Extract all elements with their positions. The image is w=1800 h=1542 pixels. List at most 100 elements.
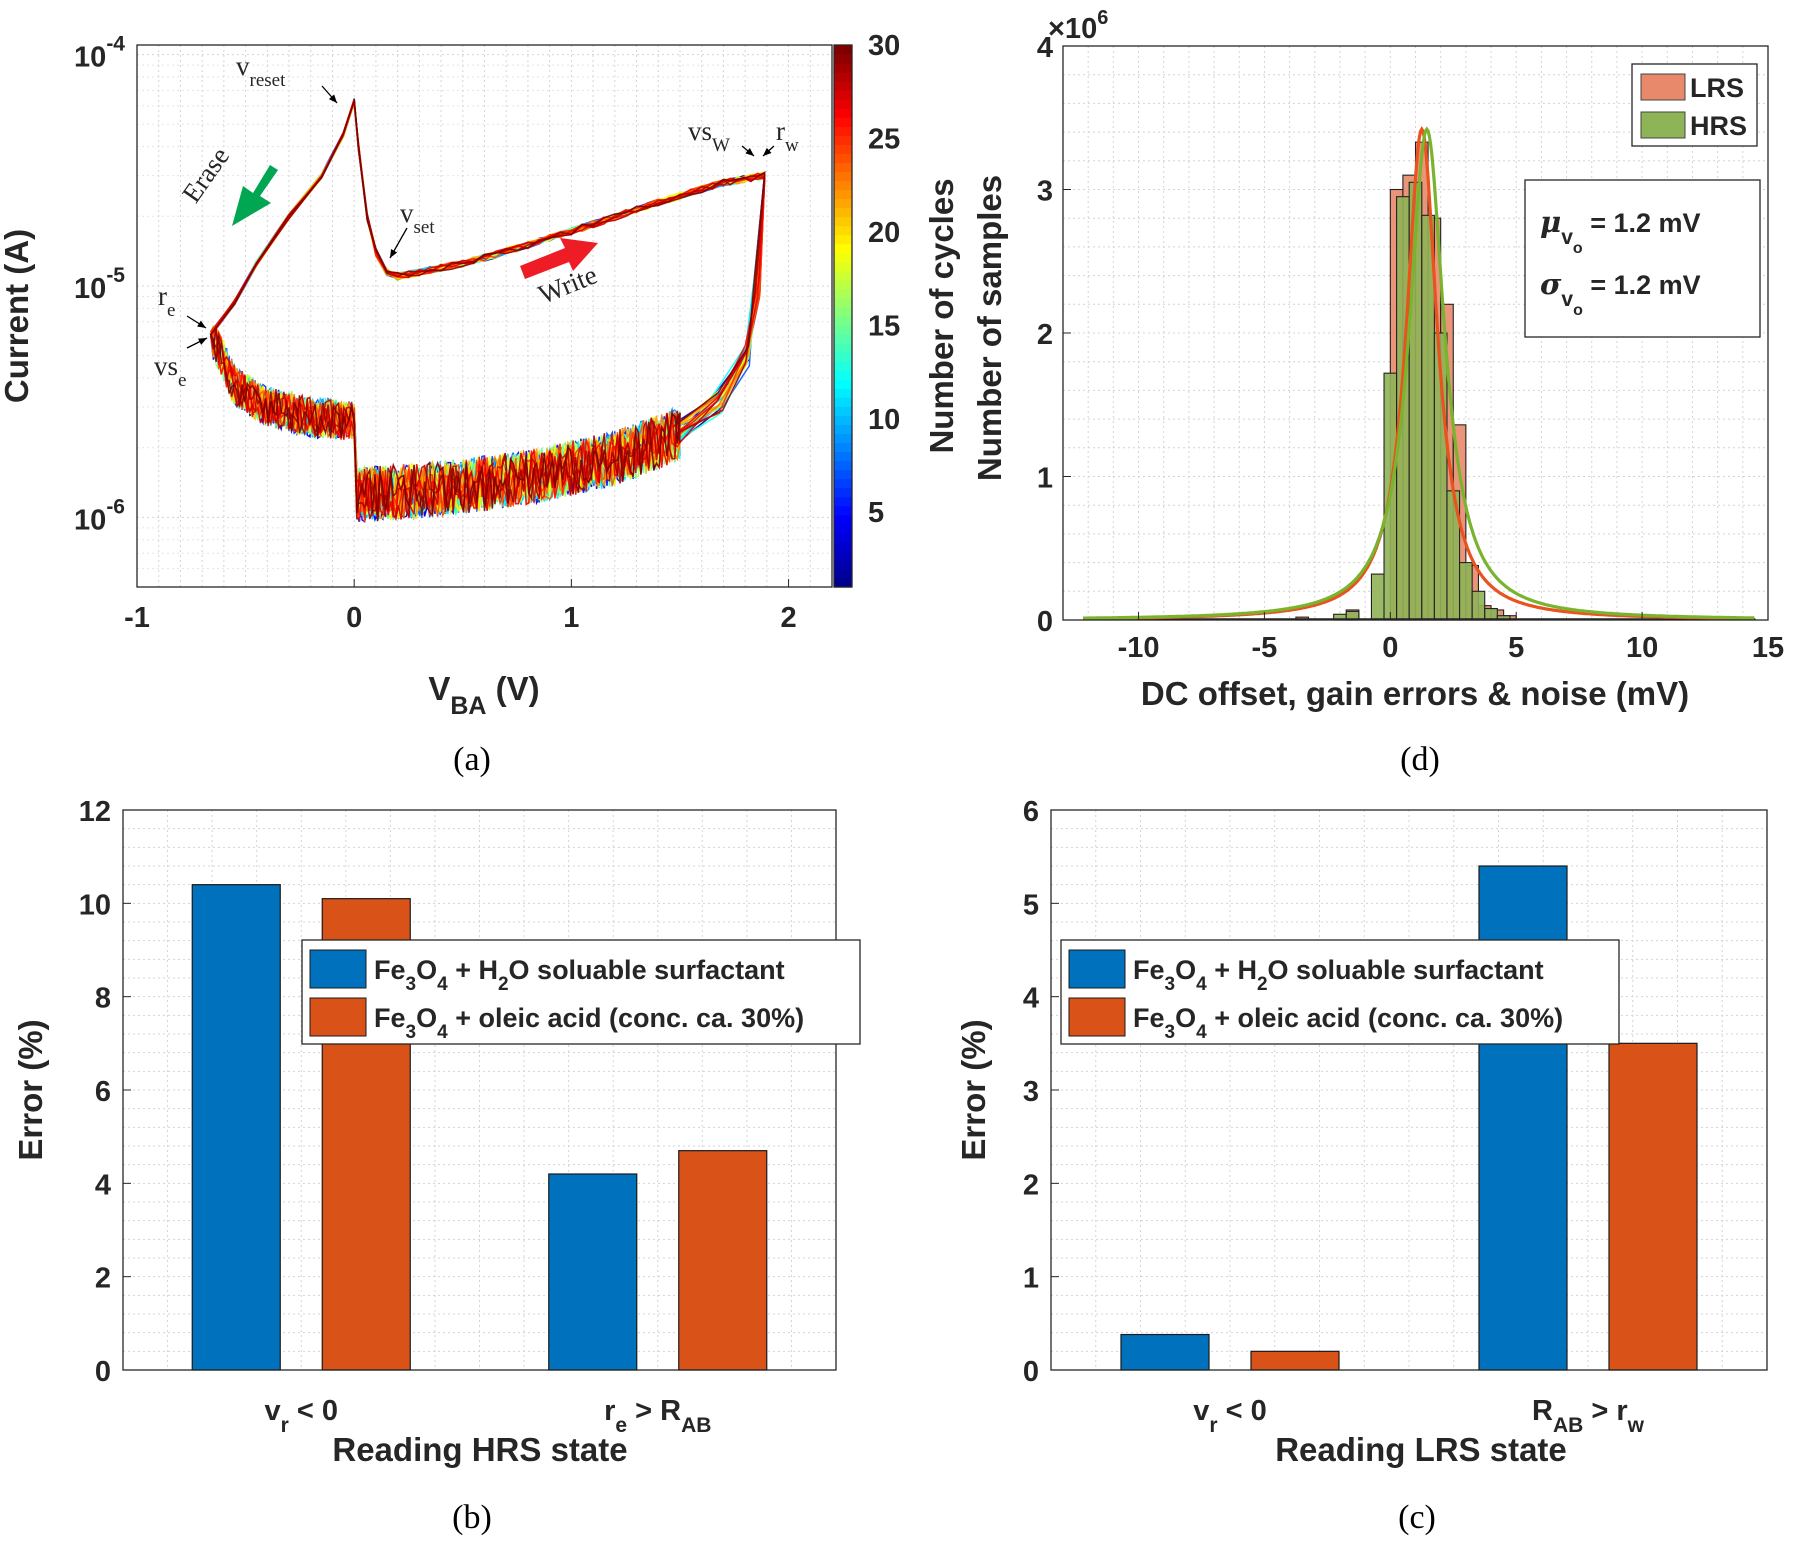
legend-swatch-lrs [1640, 73, 1686, 101]
colorbar-segment [834, 135, 852, 145]
stats-symbol: μ [1540, 205, 1561, 239]
legend-label-2: Fe3O4 + oleic acid (conc. ca. 30%) [1133, 1003, 1563, 1043]
x-tick-label: 2 [780, 602, 796, 634]
legend-label-1: Fe3O4 + H2O soluable surfactant [374, 955, 785, 995]
legend-label-1-part: 3 [1165, 974, 1176, 995]
x-axis-label: Reading HRS state [332, 1431, 627, 1468]
x-category-label-part: R [1532, 1395, 1553, 1427]
legend-d: LRS HRS [1631, 63, 1758, 147]
colorbar-segment [834, 406, 852, 416]
cycle-curve [209, 100, 766, 520]
x-category-label: vr < 0 [1193, 1395, 1267, 1437]
colorbar-segment [834, 514, 852, 525]
colorbar-segment [834, 144, 852, 154]
annotation-vs-e-base: vs [154, 351, 178, 381]
colorbar-segment [834, 306, 852, 317]
colorbar-segment [834, 297, 852, 308]
x-tick-label: 0 [1382, 632, 1398, 664]
colorbar-segment [834, 261, 852, 272]
y-multiplier: ×106 [1048, 7, 1108, 45]
colorbar-segment [834, 279, 852, 290]
cycle-curve [209, 99, 766, 519]
stats-symbol: σ [1540, 267, 1562, 301]
colorbar-segment [834, 505, 852, 516]
colorbar-segment [834, 532, 852, 543]
panel-label: (c) [1398, 1499, 1436, 1536]
legend-label-1-part: + H [1207, 955, 1257, 985]
legend-label-2-part: O [1175, 1003, 1196, 1033]
annotation-r-w-sub: w [785, 135, 799, 156]
annotation-v-set-base: v [400, 198, 414, 228]
y-tick-exp: -4 [106, 33, 125, 56]
colorbar-segment [834, 198, 852, 209]
cycle-curve [209, 99, 766, 518]
colorbar-segment [834, 496, 852, 507]
annotation-r-e-base: r [158, 281, 167, 311]
annotation-vs-e-arrow-head [198, 338, 207, 345]
x-category-label-part: < 0 [289, 1395, 338, 1427]
stats-frame [1524, 179, 1761, 338]
colorbar-tick-label: 5 [868, 497, 884, 529]
cycle-curve [209, 100, 766, 515]
annotation-vs-e: vse [154, 351, 186, 391]
y-axis-label: Number of samples [971, 175, 1008, 481]
x-tick-label: -5 [1252, 632, 1278, 664]
colorbar-segment [834, 72, 852, 82]
y-tick-base: 10 [74, 273, 106, 305]
cycle-curve [210, 102, 766, 514]
legend-label-1-part: Fe [1133, 955, 1165, 985]
legend-label-2-part: Fe [374, 1003, 406, 1033]
y-tick-label: 0 [1023, 1356, 1039, 1388]
colorbar-tick-label: 30 [868, 30, 900, 62]
y-tick-label: 3 [1037, 176, 1053, 208]
y-axis-label: Error (%) [955, 1019, 992, 1160]
x-category-label-part: > R [627, 1395, 681, 1427]
colorbar-frame [833, 44, 853, 588]
x-axis-label: DC offset, gain errors & noise (mV) [1141, 675, 1689, 712]
y-tick-label: 1 [1037, 463, 1053, 495]
annotation-r-w: rw [776, 116, 799, 156]
cycle-curve [210, 99, 766, 520]
colorbar-segment [834, 243, 852, 254]
y-tick-base: 10 [74, 42, 106, 74]
colorbar-segment [834, 559, 852, 570]
legend-swatch-2 [1068, 997, 1126, 1037]
colorbar-segment [834, 153, 852, 164]
y-tick-label: 5 [1023, 889, 1039, 921]
colorbar-segment [834, 343, 852, 353]
y-multiplier-base: ×10 [1048, 13, 1097, 45]
histogram-bar-hrs [1471, 590, 1486, 621]
y-tick-exp: -5 [106, 264, 125, 287]
cycle-curve [209, 99, 766, 522]
colorbar-segment [834, 433, 852, 444]
x-category-label: RAB > rw [1532, 1395, 1645, 1437]
x-category-label: vr < 0 [264, 1395, 338, 1437]
y-tick-label: 4 [1037, 32, 1053, 64]
legend-box [1060, 939, 1620, 1045]
write-arrow-icon [520, 238, 598, 279]
annotation-v-reset-sub: reset [250, 70, 287, 91]
panel-label-a: (a) [453, 741, 491, 778]
colorbar-tick-label: 25 [868, 123, 900, 155]
colorbar-tick-label: 20 [868, 217, 900, 249]
y-tick-label: 10-6 [74, 495, 125, 536]
colorbar-segment [834, 189, 852, 200]
y-multiplier-exp: 6 [1097, 7, 1108, 29]
colorbar-segment [834, 523, 852, 534]
colorbar-segment [834, 252, 852, 263]
x-category-label: re > RAB [604, 1395, 711, 1437]
colorbar-segment [834, 216, 852, 227]
panel-label-d: (d) [1400, 741, 1440, 778]
cycle-curve [210, 99, 766, 516]
colorbar-segment [834, 334, 852, 344]
legend-label-2-part: Fe [1133, 1003, 1165, 1033]
colorbar-segment [834, 442, 852, 453]
y-tick-label: 6 [1023, 796, 1039, 828]
x-category-label-part: AB [1553, 1414, 1583, 1437]
stats-subsub: o [1573, 302, 1583, 319]
colorbar-segment [834, 415, 852, 425]
colorbar-segment [834, 99, 852, 109]
stats-value: = 1.2 mV [1583, 208, 1701, 238]
legend-label-1-part: O [1175, 955, 1196, 985]
